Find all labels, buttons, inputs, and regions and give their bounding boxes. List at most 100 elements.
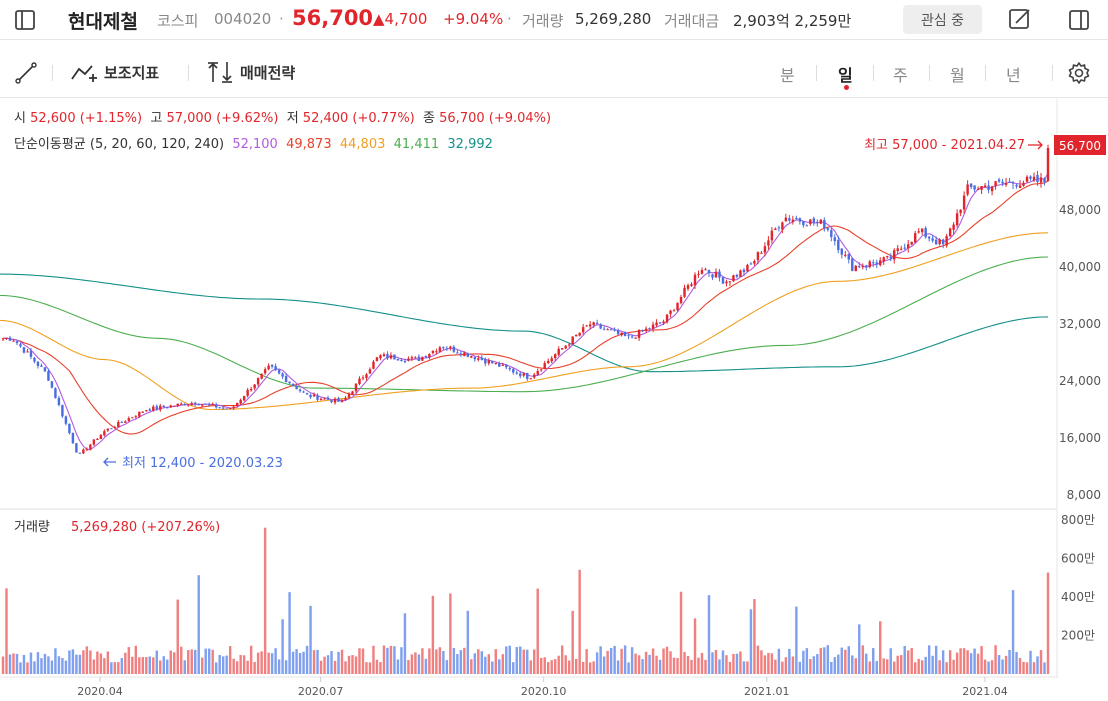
candle-body — [218, 407, 221, 409]
volume-bar — [256, 652, 260, 674]
volume-bar — [92, 659, 96, 674]
candle-body — [124, 421, 127, 423]
edit-icon[interactable] — [1007, 6, 1033, 32]
volume-bar — [187, 650, 190, 674]
volume-bar — [550, 660, 553, 674]
candle-body — [424, 355, 428, 358]
candle-body — [323, 398, 326, 400]
volume-bar — [966, 650, 969, 674]
volume-bar — [372, 645, 375, 674]
volume-bar — [560, 645, 564, 674]
candle-body — [980, 186, 983, 190]
period-tab-month[interactable]: 월 — [950, 66, 965, 85]
candle-body — [533, 374, 536, 378]
volume-bar — [47, 656, 50, 674]
volume-bar — [145, 656, 148, 674]
volume-bar — [917, 658, 920, 674]
sidebar-toggle-icon[interactable] — [12, 7, 38, 33]
candle-body — [1004, 182, 1008, 185]
volume-bar — [526, 649, 529, 674]
period-tab-week[interactable]: 주 — [893, 66, 908, 85]
volume-bar — [274, 648, 277, 674]
volume-bar — [410, 654, 414, 674]
volume-bar — [480, 651, 484, 674]
volume-bar — [449, 593, 452, 674]
volume-bar — [630, 647, 634, 674]
candle-body — [131, 417, 134, 419]
candle-body — [763, 246, 767, 253]
candle-body — [882, 257, 885, 262]
volume-bar — [795, 606, 798, 674]
candle-body — [459, 353, 463, 356]
candle-body — [138, 411, 141, 417]
candle-body — [1011, 182, 1015, 184]
candle-body — [326, 397, 330, 400]
close-label: 종 — [423, 111, 435, 126]
volume-bar — [288, 592, 291, 674]
candle-body — [700, 269, 704, 274]
candle-body — [788, 218, 791, 221]
candle-body — [152, 406, 155, 411]
volume-bar — [152, 657, 155, 674]
volume-bar — [442, 650, 445, 674]
candle-body — [61, 405, 64, 417]
candle-body — [529, 378, 532, 380]
volume-bar — [728, 661, 732, 674]
indicator-button[interactable]: 보조지표 — [70, 61, 159, 83]
candle-body — [665, 314, 669, 323]
date-tick-label: 2020.07 — [298, 685, 344, 698]
amount-value: 2,903억 2,259만 — [733, 12, 852, 30]
candle-body — [893, 250, 896, 260]
volume-bar — [910, 648, 913, 674]
candle-body — [239, 399, 242, 404]
strategy-button[interactable]: 매매전략 — [206, 61, 295, 83]
candle-body — [26, 351, 29, 353]
volume-bar — [232, 658, 235, 674]
candle-body — [693, 274, 697, 286]
candle-body — [1046, 148, 1050, 182]
candle-body — [340, 400, 344, 403]
candle-body — [400, 360, 403, 362]
volume-bar — [99, 653, 103, 674]
volume-bar — [662, 648, 665, 674]
candle-body — [410, 357, 414, 359]
candle-body — [12, 340, 15, 342]
volume-bar — [1025, 662, 1029, 674]
volume-bar — [19, 662, 22, 674]
volume-bar — [235, 661, 239, 674]
volume-bar — [470, 659, 473, 674]
period-tab-year[interactable]: 년 — [1006, 66, 1021, 85]
panel-toggle-icon[interactable] — [1066, 7, 1092, 33]
volume-bar — [819, 647, 823, 674]
price-axis: 8,000 16,000 24,000 32,000 40,000 48,000 — [1059, 203, 1101, 502]
candle-body — [473, 357, 477, 360]
period-tab-day[interactable]: 일 — [838, 66, 853, 85]
price-tick-label: 24,000 — [1059, 374, 1101, 388]
candle-body — [431, 350, 435, 354]
candle-body — [312, 394, 316, 397]
volume-bar — [159, 660, 162, 674]
volume-bar — [131, 656, 134, 674]
volume-bar — [96, 651, 99, 674]
volume-bar — [407, 659, 410, 674]
candle-body — [931, 238, 934, 241]
candle-body — [480, 357, 484, 360]
volume-bar — [578, 569, 581, 674]
candle-body — [578, 332, 581, 336]
candle-body — [913, 233, 917, 243]
volume-bar — [637, 655, 641, 674]
candle-body — [505, 364, 508, 368]
candle-body — [1022, 182, 1025, 186]
draw-tool-button[interactable] — [14, 61, 38, 85]
volume-bar — [732, 653, 735, 674]
candle-body — [263, 369, 267, 374]
period-tab-minute[interactable]: 분 — [780, 66, 795, 85]
settings-gear-icon[interactable] — [1066, 60, 1092, 86]
volume-bar — [983, 659, 987, 674]
volume-bar — [540, 657, 543, 674]
favorite-button[interactable]: 관심 중 — [903, 5, 982, 34]
volume-bar — [50, 660, 54, 674]
volume-bar — [445, 660, 449, 674]
volume-bar — [868, 661, 871, 674]
